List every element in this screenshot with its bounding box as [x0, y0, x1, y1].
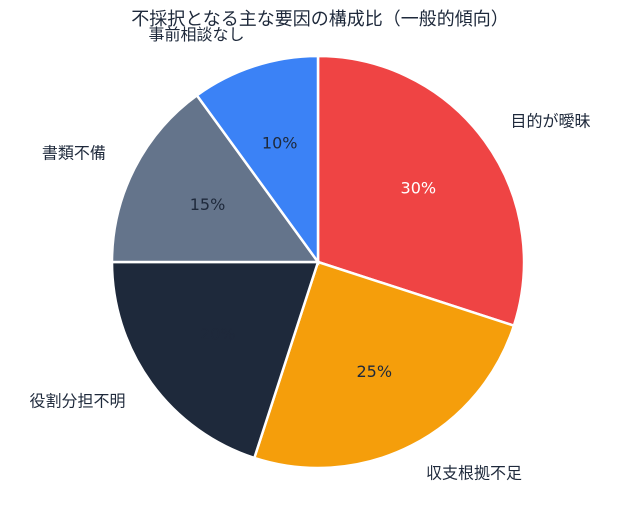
value-label: 30% — [401, 179, 437, 198]
value-label: 15% — [190, 195, 226, 214]
pie-slice — [316, 54, 526, 328]
value-label: 10% — [262, 134, 298, 153]
value-label: 20% — [200, 324, 236, 343]
category-label: 役割分担不明 — [29, 391, 125, 410]
value-label: 25% — [357, 362, 393, 381]
chart-title: 不採択となる主な要因の構成比（一般的傾向） — [131, 9, 508, 30]
category-label: 収支根拠不足 — [426, 464, 522, 483]
pie-slice — [110, 260, 320, 460]
pie-slice — [252, 260, 516, 470]
pie-slice — [195, 54, 320, 266]
pie-slice — [110, 93, 321, 264]
category-label: 事前相談なし — [148, 25, 244, 44]
category-label: 書類不備 — [42, 143, 106, 162]
category-label: 目的が曖昧 — [511, 112, 591, 131]
